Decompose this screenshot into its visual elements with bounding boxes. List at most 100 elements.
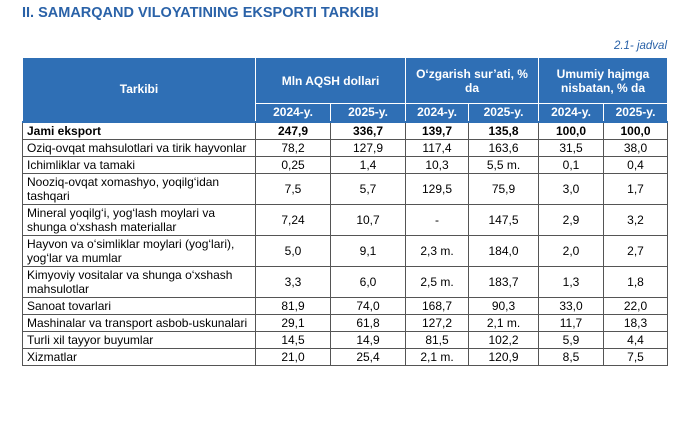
year-header: 2024-y. bbox=[538, 103, 604, 122]
row-label: Mashinalar va transport asbob-uskunalari bbox=[22, 313, 256, 332]
value-cell: 4,4 bbox=[602, 330, 669, 349]
row-label: Xizmatlar bbox=[22, 347, 256, 366]
value-cell: 2,5 m. bbox=[405, 265, 469, 298]
value-cell: 120,9 bbox=[468, 347, 539, 366]
year-header: 2024-y. bbox=[255, 103, 331, 122]
value-cell: 102,2 bbox=[468, 330, 539, 349]
table-row: Mashinalar va transport asbob-uskunalari… bbox=[22, 313, 669, 332]
value-cell: 14,9 bbox=[330, 330, 406, 349]
value-cell: 0,25 bbox=[255, 155, 331, 174]
value-cell: 38,0 bbox=[602, 138, 669, 157]
value-cell: 11,7 bbox=[538, 313, 604, 332]
value-cell: 10,7 bbox=[330, 203, 406, 236]
value-cell: 29,1 bbox=[255, 313, 331, 332]
row-label: Oziq-ovqat mahsulotlari va tirik hayvonl… bbox=[22, 138, 256, 157]
table-row: Sanoat tovarlari 81,9 74,0 168,7 90,3 33,0 22,… bbox=[22, 296, 669, 315]
table-row: Oziq-ovqat mahsulotlari va tirik hayvonl… bbox=[22, 138, 669, 157]
value-cell: 33,0 bbox=[538, 296, 604, 315]
value-cell: 22,0 bbox=[602, 296, 669, 315]
value-cell: 81,5 bbox=[405, 330, 469, 349]
table-note: 2.1- jadval bbox=[613, 40, 667, 52]
value-cell: 1,3 bbox=[538, 265, 604, 298]
value-cell: 14,5 bbox=[255, 330, 331, 349]
value-cell: 100,0 bbox=[602, 120, 669, 140]
value-cell: 3,0 bbox=[538, 172, 604, 205]
value-cell: 75,9 bbox=[468, 172, 539, 205]
row-label: Jami eksport bbox=[22, 120, 256, 140]
year-header: 2025-y. bbox=[602, 103, 669, 122]
title: II. SAMARQAND VILOYATINING EKSPORTI TARK… bbox=[22, 5, 379, 21]
value-cell: 184,0 bbox=[468, 234, 539, 267]
value-cell: 5,5 m. bbox=[468, 155, 539, 174]
value-cell: 183,7 bbox=[468, 265, 539, 298]
year-header: 2025-y. bbox=[468, 103, 539, 122]
row-label: Sanoat tovarlari bbox=[22, 296, 256, 315]
value-cell: 1,8 bbox=[602, 265, 669, 298]
value-cell: 147,5 bbox=[468, 203, 539, 236]
value-cell: 7,5 bbox=[255, 172, 331, 205]
value-cell: 117,4 bbox=[405, 138, 469, 157]
value-cell: 10,3 bbox=[405, 155, 469, 174]
value-cell: 21,0 bbox=[255, 347, 331, 366]
value-cell: 2,3 m. bbox=[405, 234, 469, 267]
value-cell: 6,0 bbox=[330, 265, 406, 298]
value-cell: 247,9 bbox=[255, 120, 331, 140]
value-cell: 9,1 bbox=[330, 234, 406, 267]
value-cell: 2,1 m. bbox=[468, 313, 539, 332]
value-cell: 0,4 bbox=[602, 155, 669, 174]
row-label: Hayvon va o‘simliklar moylari (yog‘lari)… bbox=[22, 234, 256, 267]
value-cell: 25,4 bbox=[330, 347, 406, 366]
value-cell: 81,9 bbox=[255, 296, 331, 315]
value-cell: 78,2 bbox=[255, 138, 331, 157]
value-cell: 0,1 bbox=[538, 155, 604, 174]
year-header: 2024-y. bbox=[405, 103, 469, 122]
value-cell: 127,9 bbox=[330, 138, 406, 157]
label-header: Tarkibi bbox=[22, 57, 256, 122]
table-row: Nooziq-ovqat xomashyo, yoqilg‘idan tashq… bbox=[22, 172, 669, 205]
value-cell: 5,7 bbox=[330, 172, 406, 205]
value-cell: 61,8 bbox=[330, 313, 406, 332]
row-label: Ichimliklar va tamaki bbox=[22, 155, 256, 174]
value-cell: 2,0 bbox=[538, 234, 604, 267]
table-row: Turli xil tayyor buyumlar 14,5 14,9 81,5 102… bbox=[22, 330, 669, 349]
row-label: Kimyoviy vositalar va shunga o‘xshash ma… bbox=[22, 265, 256, 298]
value-cell: 90,3 bbox=[468, 296, 539, 315]
value-cell: 1,7 bbox=[602, 172, 669, 205]
value-cell: 2,1 m. bbox=[405, 347, 469, 366]
value-cell: 3,2 bbox=[602, 203, 669, 236]
table-row: Kimyoviy vositalar va shunga o‘xshash ma… bbox=[22, 265, 669, 298]
value-cell: 168,7 bbox=[405, 296, 469, 315]
value-cell: 74,0 bbox=[330, 296, 406, 315]
table-row: Xizmatlar 21,0 25,4 2,1 m. 120,9 8,5 7,5 bbox=[22, 347, 669, 366]
table-row: Hayvon va o‘simliklar moylari (yog‘lari)… bbox=[22, 234, 669, 267]
value-cell: 135,8 bbox=[468, 120, 539, 140]
year-header: 2025-y. bbox=[330, 103, 406, 122]
value-cell: 129,5 bbox=[405, 172, 469, 205]
row-label: Turli xil tayyor buyumlar bbox=[22, 330, 256, 349]
value-cell: 163,6 bbox=[468, 138, 539, 157]
table-row: Jami eksport 247,9 336,7 139,7 135,8 100,0 100… bbox=[22, 120, 669, 140]
value-cell: - bbox=[405, 203, 469, 236]
value-cell: 336,7 bbox=[330, 120, 406, 140]
value-cell: 31,5 bbox=[538, 138, 604, 157]
value-cell: 2,9 bbox=[538, 203, 604, 236]
group-header: Umumiy hajmga nisbatan, % da bbox=[537, 57, 669, 104]
row-label: Nooziq-ovqat xomashyo, yoqilg‘idan tashq… bbox=[22, 172, 256, 205]
table-row: Mineral yoqilg‘i, yog‘lash moylari va sh… bbox=[22, 203, 669, 236]
group-header: Mln AQSH dollari bbox=[255, 57, 406, 104]
row-label: Mineral yoqilg‘i, yog‘lash moylari va sh… bbox=[22, 203, 256, 236]
group-header: O‘zgarish sur’ati, % da bbox=[405, 57, 539, 104]
value-cell: 18,3 bbox=[602, 313, 669, 332]
value-cell: 139,7 bbox=[405, 120, 469, 140]
value-cell: 8,5 bbox=[538, 347, 604, 366]
table-row: Ichimliklar va tamaki 0,25 1,4 10,3 5,5 m. 0,… bbox=[22, 155, 669, 174]
value-cell: 7,24 bbox=[255, 203, 331, 236]
value-cell: 127,2 bbox=[405, 313, 469, 332]
value-cell: 5,0 bbox=[255, 234, 331, 267]
value-cell: 5,9 bbox=[538, 330, 604, 349]
value-cell: 100,0 bbox=[538, 120, 604, 140]
value-cell: 3,3 bbox=[255, 265, 331, 298]
export-table: Tarkibi Mln AQSH dollari O‘zgarish sur’ati… bbox=[22, 57, 669, 366]
value-cell: 7,5 bbox=[602, 347, 669, 366]
